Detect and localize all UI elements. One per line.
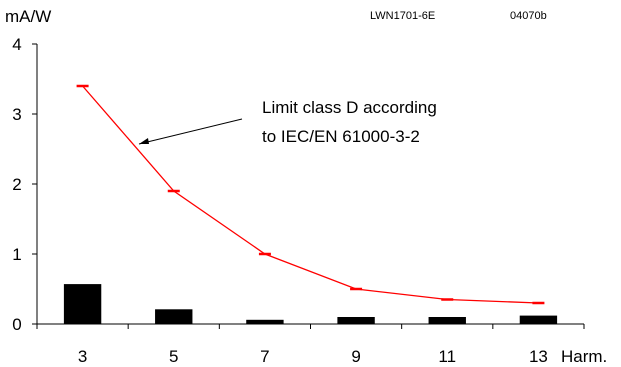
bar [519,315,558,324]
bar [337,317,375,324]
y-tick-label: 4 [12,35,21,54]
annotation-arrowhead [139,138,149,144]
x-tick-label: 9 [351,347,360,366]
y-tick-label: 1 [12,245,21,264]
y-axis-label: mA/W [5,7,51,26]
doc-ref-label: 04070b [510,10,547,22]
x-ticks: 3 5 7 9 11 13 [36,324,585,366]
x-tick-label: 3 [78,347,87,366]
x-tick-label: 13 [529,347,548,366]
bar [246,319,284,324]
annotation: Limit class D according to IEC/EN 61000-… [138,98,437,146]
y-tick-label: 0 [12,315,21,334]
limit-line [82,85,539,304]
limit-line-series [76,84,545,305]
x-tick-label: 7 [260,347,269,366]
bar [155,309,193,324]
x-tick-label: 5 [169,347,178,366]
y-tick-label: 3 [12,105,21,124]
bar [428,317,466,324]
annotation-line-1: Limit class D according [262,98,437,117]
annotation-arrow [138,118,243,145]
bar [63,284,102,324]
bar-series [63,284,558,324]
y-tick-label: 2 [12,175,21,194]
y-ticks: 0 1 2 3 4 [12,35,37,334]
doc-code-label: LWN1701-6E [370,10,435,22]
x-tick-label: 11 [438,347,456,366]
annotation-line-2: to IEC/EN 61000-3-2 [262,127,420,146]
x-axis-label: Harm. [561,347,607,366]
